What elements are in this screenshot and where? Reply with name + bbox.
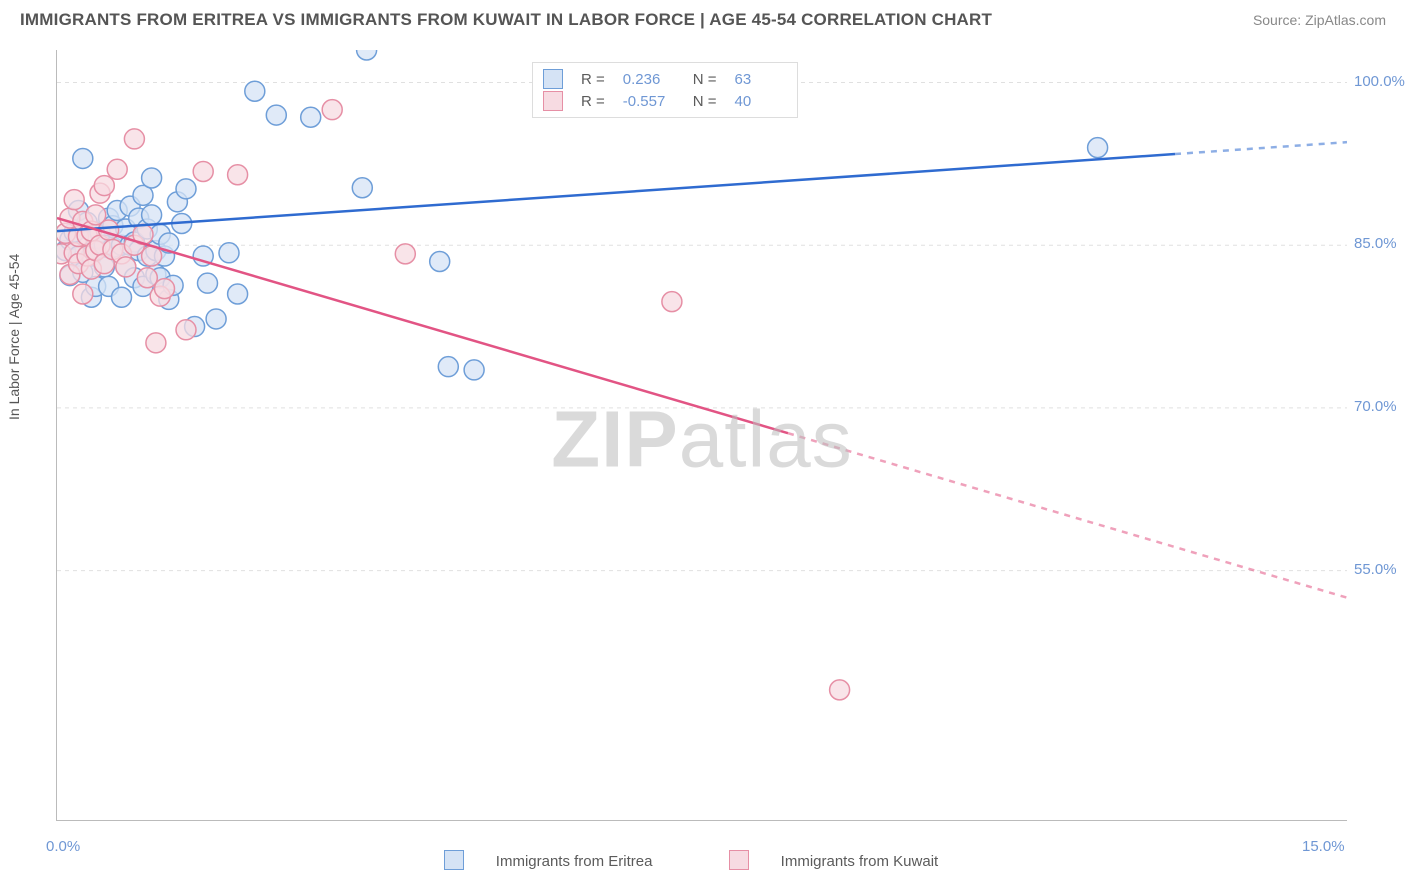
r-value: 0.236 (623, 71, 675, 88)
y-tick-label: 70.0% (1354, 398, 1397, 415)
legend-swatch-icon (543, 69, 563, 89)
legend-series: Immigrants from Eritrea Immigrants from … (0, 850, 1406, 870)
r-label: R = (581, 93, 605, 110)
legend-row-kuwait: R = -0.557 N = 40 (543, 90, 787, 112)
source-label: Source: ZipAtlas.com (1253, 12, 1386, 28)
legend-swatch-icon (729, 850, 749, 870)
chart-container: IMMIGRANTS FROM ERITREA VS IMMIGRANTS FR… (0, 0, 1406, 892)
chart-title: IMMIGRANTS FROM ERITREA VS IMMIGRANTS FR… (20, 10, 1386, 30)
header: IMMIGRANTS FROM ERITREA VS IMMIGRANTS FR… (20, 10, 1386, 42)
legend-row-eritrea: R = 0.236 N = 63 (543, 68, 787, 90)
legend-swatch-icon (543, 91, 563, 111)
n-label: N = (693, 93, 717, 110)
x-tick-label: 15.0% (1302, 838, 1345, 855)
legend-label: Immigrants from Eritrea (496, 853, 653, 870)
n-value: 63 (735, 71, 787, 88)
chart-svg (57, 50, 1347, 820)
y-tick-label: 100.0% (1354, 73, 1405, 90)
y-tick-label: 85.0% (1354, 235, 1397, 252)
n-value: 40 (735, 93, 787, 110)
n-label: N = (693, 71, 717, 88)
y-axis-title: In Labor Force | Age 45-54 (6, 254, 22, 420)
legend-item-eritrea: Immigrants from Eritrea (444, 853, 681, 870)
legend-correlation: R = 0.236 N = 63 R = -0.557 N = 40 (532, 62, 798, 118)
y-tick-label: 55.0% (1354, 561, 1397, 578)
legend-swatch-icon (444, 850, 464, 870)
legend-label: Immigrants from Kuwait (781, 853, 939, 870)
r-value: -0.557 (623, 93, 675, 110)
r-label: R = (581, 71, 605, 88)
x-tick-label: 0.0% (46, 838, 80, 855)
plot-area: R = 0.236 N = 63 R = -0.557 N = 40 ZIPat… (56, 50, 1347, 821)
legend-item-kuwait: Immigrants from Kuwait (729, 853, 963, 870)
